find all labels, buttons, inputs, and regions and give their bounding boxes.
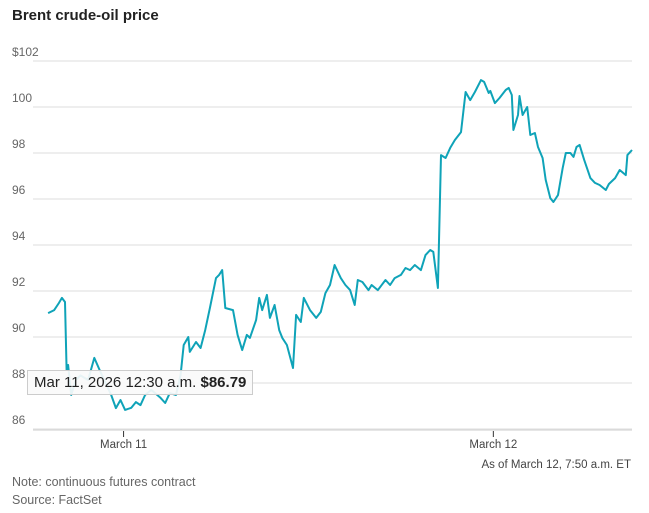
chart-source: Source: FactSet: [12, 493, 102, 507]
x-tick-label: March 11: [100, 439, 147, 451]
chart-tooltip: Mar 11, 2026 12:30 a.m. $86.79: [27, 370, 254, 395]
y-tick-label: 98: [12, 137, 26, 151]
as-of-timestamp: As of March 12, 7:50 a.m. ET: [481, 459, 631, 471]
chart-title: Brent crude-oil price: [12, 7, 159, 24]
y-tick-label: 94: [12, 229, 26, 243]
y-tick-label: 100: [12, 91, 32, 105]
tooltip-date: Mar 11, 2026 12:30 a.m.: [34, 374, 197, 391]
y-tick-label: 88: [12, 367, 26, 381]
chart-note: Note: continuous futures contract: [12, 475, 196, 489]
y-tick-label: 86: [12, 413, 26, 427]
y-tick-label: 92: [12, 275, 26, 289]
x-tick-label: March 12: [469, 439, 517, 451]
y-tick-label: $102: [12, 45, 39, 59]
y-tick-label: 90: [12, 321, 26, 335]
tooltip-value: $86.79: [200, 374, 247, 391]
y-tick-label: 96: [12, 183, 26, 197]
